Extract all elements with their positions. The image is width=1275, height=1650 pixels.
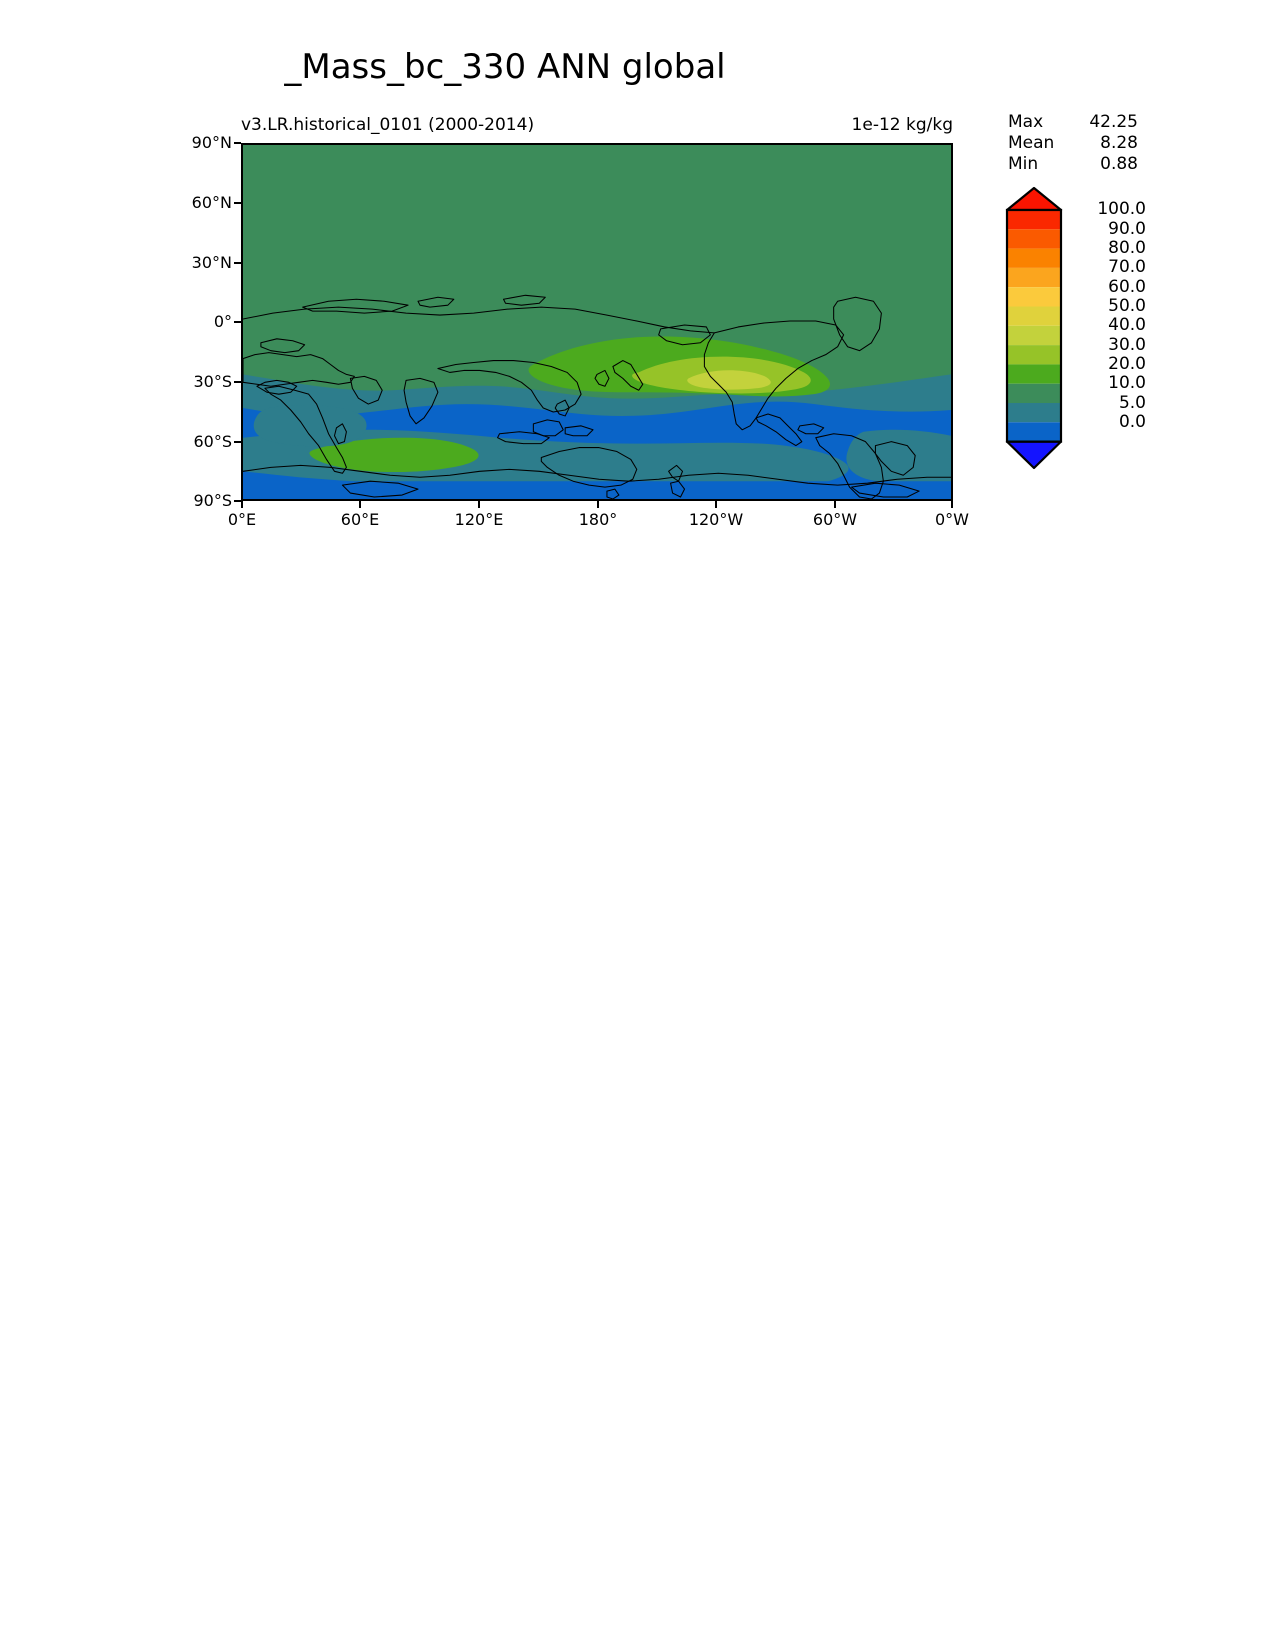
y-axis-label-text: 90°N: [191, 133, 232, 152]
x-axis-label-180: 180°: [553, 510, 643, 529]
stat-label-min: Min: [1008, 154, 1039, 174]
coastlines: [243, 294, 951, 499]
x-axis-label-text: 180°: [578, 510, 618, 529]
units-label: 1e-12 kg/kg: [851, 115, 953, 135]
x-tick-60E: [359, 501, 361, 508]
y-axis-label-0: 0°: [168, 313, 232, 331]
x-axis-label-text: 60°W: [812, 510, 858, 529]
y-tick-60S: [234, 441, 241, 443]
y-axis-label-text: 90°S: [193, 491, 232, 510]
colorbar-tick-70: 70.0: [1108, 257, 1146, 277]
contour-map-canvas: [243, 145, 951, 499]
y-tick-90S: [234, 500, 241, 502]
colorbar-outline: [1005, 208, 1063, 443]
colorbar-tick-80: 80.0: [1108, 238, 1146, 258]
y-axis-label-90N: 90°N: [168, 134, 232, 152]
stat-value-max: 42.25: [1089, 112, 1138, 132]
x-axis-label-text: 0°W: [935, 510, 969, 529]
colorbar-bands: [1007, 210, 1061, 442]
stat-row-mean: Mean 8.28: [1008, 133, 1138, 154]
x-tick-0W: [951, 501, 953, 508]
x-axis-label-120E: 120°E: [434, 510, 524, 529]
colorbar-tick-100: 100.0: [1097, 199, 1146, 219]
colorbar-tick-50: 50.0: [1108, 296, 1146, 316]
y-axis-label-text: 60°S: [193, 432, 232, 451]
colorbar-tick-10: 10.0: [1108, 373, 1146, 393]
y-axis-label-30N: 30°N: [168, 254, 232, 272]
page-title: _Mass_bc_330 ANN global: [284, 47, 726, 87]
x-tick-120W: [715, 501, 717, 508]
stat-value-mean: 8.28: [1100, 133, 1138, 153]
contour-band-0-5-antarctic: [243, 481, 951, 499]
x-axis-label-text: 60°E: [340, 510, 380, 529]
colorbar-tick-30: 30.0: [1108, 335, 1146, 355]
colorbar-tick-60: 60.0: [1108, 277, 1146, 297]
colorbar-tick-20: 20.0: [1108, 354, 1146, 374]
y-tick-30S: [234, 381, 241, 383]
colorbar-tick-labels: 100.0 90.0 80.0 70.0 60.0 50.0 40.0 30.0…: [1054, 186, 1146, 471]
stat-label-max: Max: [1008, 112, 1044, 132]
y-axis-label-text: 0°: [213, 312, 232, 331]
x-tick-60W: [834, 501, 836, 508]
contour-band-40-plus-north: [687, 370, 771, 390]
contour-band-arctic-north: [243, 145, 951, 240]
y-axis-label-30S: 30°S: [168, 373, 232, 391]
x-axis-label-text: 120°E: [454, 510, 504, 529]
y-axis-label-60S: 60°S: [168, 433, 232, 451]
y-axis-label-60N: 60°N: [168, 194, 232, 212]
contour-band-5-10-africa: [253, 405, 367, 447]
y-axis-label-text: 60°N: [191, 193, 232, 212]
y-tick-90N: [234, 142, 241, 144]
case-name-label: v3.LR.historical_0101 (2000-2014): [241, 115, 535, 135]
colorbar-under-arrow: [1005, 440, 1063, 470]
colorbar-svg: [1005, 186, 1063, 470]
x-axis-label-60W: 60°W: [790, 510, 880, 529]
x-axis-label-120W: 120°W: [671, 510, 761, 529]
colorbar: [1004, 186, 1064, 471]
stat-value-min: 0.88: [1100, 154, 1138, 174]
x-axis-label-0E: 0°E: [197, 510, 287, 529]
contour-map-plot: [241, 143, 953, 501]
colorbar-over-arrow: [1005, 186, 1063, 212]
colorbar-tick-90: 90.0: [1108, 219, 1146, 239]
y-tick-60N: [234, 202, 241, 204]
colorbar-tick-40: 40.0: [1108, 315, 1146, 335]
y-tick-0: [234, 321, 241, 323]
x-tick-0E: [241, 501, 243, 508]
x-axis-label-0W: 0°W: [907, 510, 997, 529]
x-axis-label-text: 0°E: [227, 510, 257, 529]
x-axis-label-text: 120°W: [688, 510, 744, 529]
stat-label-mean: Mean: [1008, 133, 1055, 153]
stat-row-max: Max 42.25: [1008, 112, 1138, 133]
x-axis-label-60E: 60°E: [315, 510, 405, 529]
y-axis-label-text: 30°S: [193, 372, 232, 391]
colorbar-tick-5: 5.0: [1118, 393, 1146, 413]
stat-row-min: Min 0.88: [1008, 154, 1138, 175]
x-tick-180: [597, 501, 599, 508]
contour-band-10-20-south: [309, 437, 479, 473]
y-axis-label-text: 30°N: [191, 253, 232, 272]
contour-band-5-10-south-atlantic: [846, 429, 951, 486]
colorbar-tick-0: 0.0: [1118, 412, 1146, 432]
x-tick-120E: [478, 501, 480, 508]
y-tick-30N: [234, 262, 241, 264]
statistics-block: Max 42.25 Mean 8.28 Min 0.88: [1008, 112, 1138, 175]
y-axis-label-90S: 90°S: [168, 492, 232, 510]
